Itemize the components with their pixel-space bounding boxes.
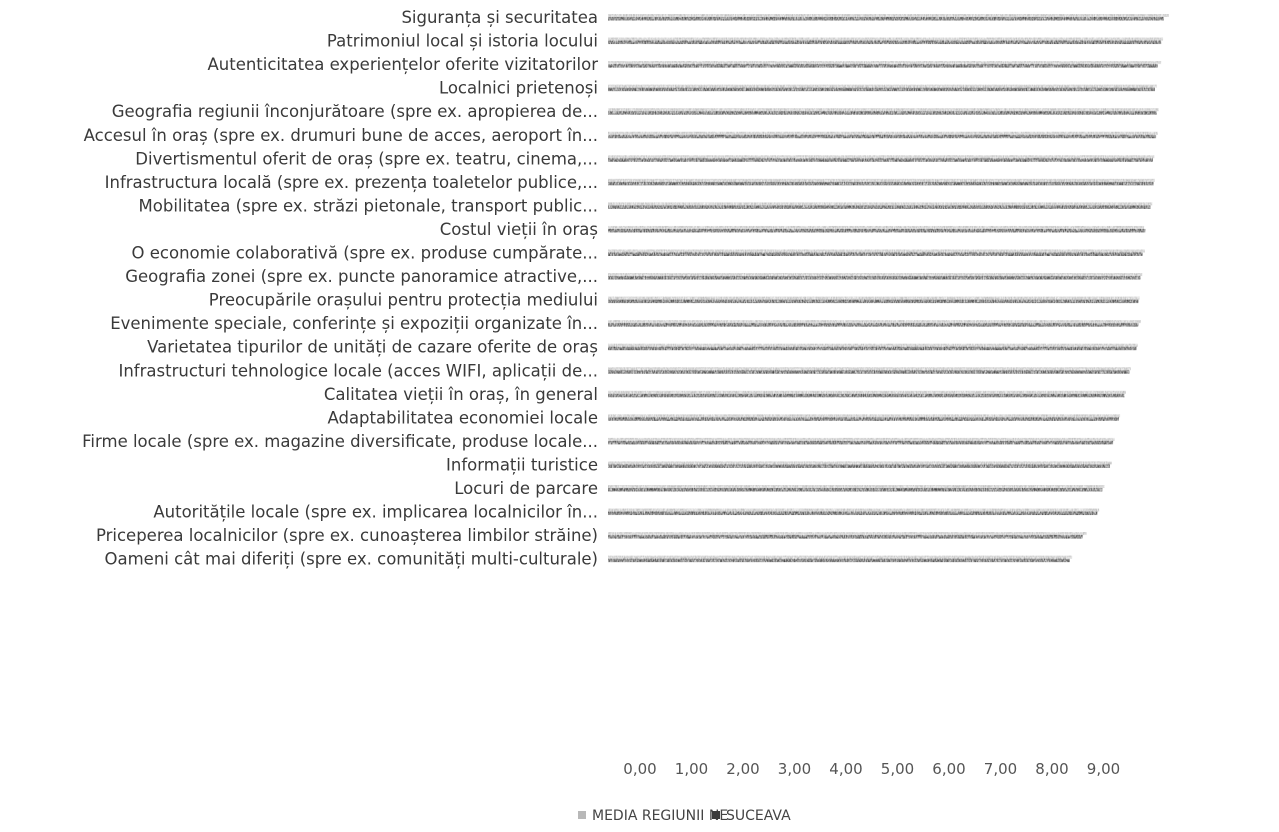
legend-swatch-media-regiunii-ne bbox=[578, 811, 586, 819]
bar-media-regiunii-ne bbox=[608, 367, 1131, 371]
bar-suceava bbox=[608, 323, 1139, 327]
category-labels: Siguranța și securitatea Patrimoniul loca… bbox=[82, 8, 598, 569]
category-label: Priceperea localnicilor (spre ex. cunoaș… bbox=[96, 526, 598, 545]
bar-suceava bbox=[608, 558, 1070, 563]
category-label: Geografia regiunii înconjurătoare (spre … bbox=[112, 102, 598, 121]
bar-media-regiunii-ne bbox=[608, 461, 1112, 465]
category-label: Geografia zonei (spre ex. puncte panoram… bbox=[125, 267, 598, 286]
category-label: Autenticitatea experiențelor oferite viz… bbox=[207, 55, 598, 74]
bar-media-regiunii-ne bbox=[608, 532, 1087, 536]
bar-suceava bbox=[608, 64, 1159, 68]
bar-media-regiunii-ne bbox=[608, 178, 1155, 182]
bar-suceava bbox=[608, 440, 1114, 445]
bar-suceava bbox=[608, 17, 1164, 21]
x-tick-label: 2,00 bbox=[726, 760, 759, 778]
category-label: Infrastructura locală (spre ex. prezența… bbox=[105, 173, 598, 192]
bar-suceava bbox=[608, 158, 1153, 162]
x-tick-label: 3,00 bbox=[778, 760, 811, 778]
bar-suceava bbox=[608, 252, 1143, 256]
bar-suceava bbox=[608, 134, 1157, 139]
bar-media-regiunii-ne bbox=[608, 14, 1169, 17]
bar-suceava bbox=[608, 40, 1162, 45]
bar-suceava bbox=[608, 276, 1141, 280]
bar-media-regiunii-ne bbox=[608, 508, 1100, 512]
category-label: Accesul în oraș (spre ex. drumuri bune d… bbox=[84, 126, 598, 145]
bar-media-regiunii-ne bbox=[608, 249, 1145, 253]
bar-suceava bbox=[608, 488, 1103, 492]
bar-media-regiunii-ne bbox=[608, 108, 1159, 112]
category-label: Autoritățile locale (spre ex. implicarea… bbox=[153, 503, 598, 522]
x-axis-tick-labels: 0,00 1,00 2,00 3,00 4,00 5,00 6,00 7,00 8,00 9,00 bbox=[623, 760, 1120, 778]
category-label: Siguranța și securitatea bbox=[401, 8, 598, 27]
x-tick-label: 7,00 bbox=[984, 760, 1017, 778]
category-label: Calitatea vieții în oraș, în general bbox=[324, 385, 598, 404]
bar-media-regiunii-ne bbox=[608, 555, 1073, 559]
legend-label-media-regiunii-ne: MEDIA REGIUNII NE bbox=[592, 808, 728, 824]
legend-label-suceava: SUCEAVA bbox=[726, 808, 791, 824]
bar-media-regiunii-ne bbox=[608, 225, 1145, 229]
category-label: Localnici prietenoși bbox=[439, 79, 598, 98]
bar-suceava bbox=[608, 511, 1098, 516]
bar-suceava bbox=[608, 299, 1139, 304]
category-label: Informații turistice bbox=[446, 455, 598, 474]
bar-suceava bbox=[608, 87, 1155, 92]
bar-suceava bbox=[608, 205, 1151, 209]
x-tick-label: 9,00 bbox=[1087, 760, 1120, 778]
bar-media-regiunii-ne bbox=[608, 320, 1141, 324]
legend-swatch-suceava bbox=[712, 811, 720, 819]
category-label: Adaptabilitatea economiei locale bbox=[327, 408, 598, 427]
category-label: Firme locale (spre ex. magazine diversif… bbox=[82, 432, 598, 451]
bar-suceava bbox=[608, 370, 1130, 374]
category-label: Patrimoniul local și istoria locului bbox=[327, 32, 598, 51]
category-label: Varietatea tipurilor de unități de cazar… bbox=[147, 338, 598, 357]
category-label: Preocupările orașului pentru protecția m… bbox=[209, 291, 598, 310]
category-label: Locuri de parcare bbox=[454, 479, 598, 498]
bar-media-regiunii-ne bbox=[608, 437, 1115, 441]
bar-suceava bbox=[608, 346, 1137, 351]
bar-media-regiunii-ne bbox=[608, 61, 1162, 65]
x-tick-label: 4,00 bbox=[829, 760, 862, 778]
category-label: Infrastructuri tehnologice locale (acces… bbox=[118, 361, 598, 380]
bar-media-regiunii-ne bbox=[608, 202, 1153, 206]
bar-suceava bbox=[608, 535, 1083, 539]
bar-media-regiunii-ne bbox=[608, 390, 1126, 394]
x-tick-label: 1,00 bbox=[675, 760, 708, 778]
x-tick-label: 6,00 bbox=[932, 760, 965, 778]
bar-suceava bbox=[608, 181, 1154, 186]
x-tick-label: 5,00 bbox=[881, 760, 914, 778]
category-label: Costul vieții în oraș bbox=[440, 220, 598, 239]
bar-media-regiunii-ne bbox=[608, 273, 1143, 277]
x-tick-label: 8,00 bbox=[1035, 760, 1068, 778]
bar-media-regiunii-ne bbox=[608, 296, 1140, 300]
bar-suceava bbox=[608, 417, 1119, 421]
bar-media-regiunii-ne bbox=[608, 414, 1121, 418]
category-label: Oameni cât mai diferiți (spre ex. comuni… bbox=[105, 550, 599, 569]
x-tick-label: 0,00 bbox=[623, 760, 656, 778]
bar-media-regiunii-ne bbox=[608, 155, 1155, 159]
bar-suceava bbox=[608, 111, 1157, 115]
bar-suceava bbox=[608, 464, 1111, 468]
bar-suceava bbox=[608, 393, 1125, 398]
bars bbox=[608, 14, 1169, 563]
bar-media-regiunii-ne bbox=[608, 343, 1138, 347]
bar-media-regiunii-ne bbox=[608, 37, 1164, 41]
category-label: O economie colaborativă (spre ex. produs… bbox=[132, 244, 598, 263]
category-label: Evenimente speciale, conferințe și expoz… bbox=[110, 314, 598, 333]
bar-media-regiunii-ne bbox=[608, 485, 1105, 488]
category-label: Divertismentul oferit de oraș (spre ex. … bbox=[135, 149, 598, 168]
bar-media-regiunii-ne bbox=[608, 84, 1157, 88]
bar-suceava bbox=[608, 228, 1146, 233]
category-label: Mobilitatea (spre ex. străzi pietonale, … bbox=[139, 196, 598, 215]
bar-media-regiunii-ne bbox=[608, 131, 1159, 135]
